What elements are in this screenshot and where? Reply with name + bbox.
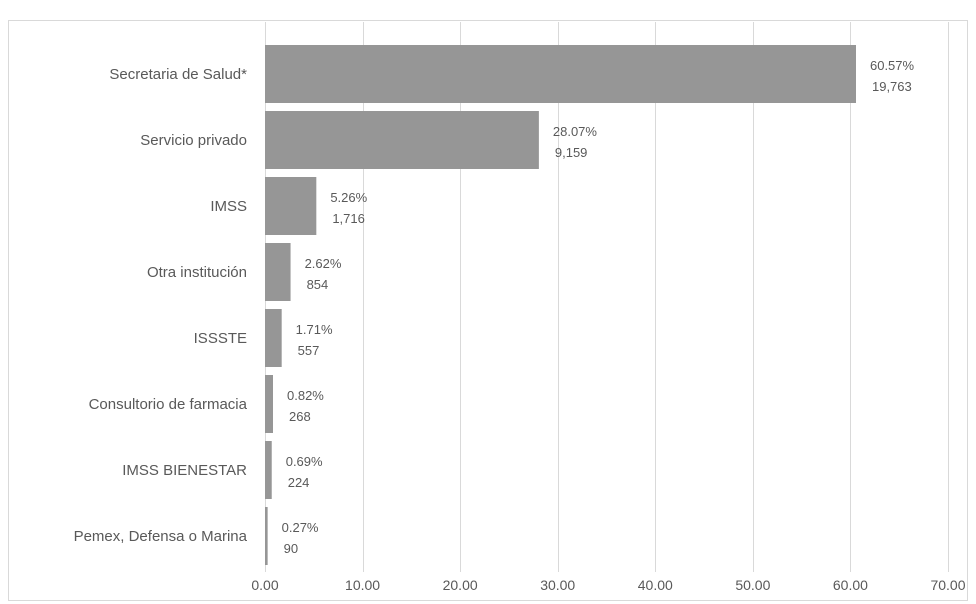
category-label: IMSS <box>210 198 247 215</box>
x-tick-label: 10.00 <box>345 577 380 593</box>
bar <box>265 177 317 235</box>
bar <box>265 375 274 433</box>
bar <box>265 309 282 367</box>
bar <box>265 45 856 103</box>
count-label: 854 <box>307 277 329 292</box>
count-label: 90 <box>284 541 298 556</box>
percent-label: 28.07% <box>553 124 598 139</box>
count-label: 1,716 <box>332 211 365 226</box>
percent-label: 0.27% <box>282 520 319 535</box>
count-label: 557 <box>298 343 320 358</box>
bar <box>265 441 272 499</box>
percent-label: 60.57% <box>870 58 915 73</box>
x-tick-label: 30.00 <box>540 577 575 593</box>
percent-label: 0.82% <box>287 388 324 403</box>
category-label: Consultorio de farmacia <box>89 396 248 413</box>
x-tick-label: 20.00 <box>443 577 478 593</box>
count-label: 224 <box>288 475 310 490</box>
category-label: Pemex, Defensa o Marina <box>74 528 248 545</box>
percent-label: 2.62% <box>305 256 342 271</box>
category-label: IMSS BIENESTAR <box>122 462 247 479</box>
count-label: 268 <box>289 409 311 424</box>
bar <box>265 111 539 169</box>
percent-label: 1.71% <box>296 322 333 337</box>
gridlines <box>265 22 949 572</box>
x-axis-ticks: 0.00 10.00 20.00 30.00 40.00 50.00 60.00 70.00 <box>251 577 965 593</box>
count-label: 19,763 <box>872 79 912 94</box>
category-labels: Secretaria de Salud* Servicio privado IMSS… <box>74 66 248 545</box>
count-label: 9,159 <box>555 145 588 160</box>
category-label: ISSSTE <box>194 330 247 347</box>
category-label: Otra institución <box>147 264 247 281</box>
x-tick-label: 70.00 <box>930 577 965 593</box>
x-tick-label: 60.00 <box>833 577 868 593</box>
x-tick-label: 0.00 <box>251 577 278 593</box>
percent-label: 0.69% <box>286 454 323 469</box>
bar <box>265 243 291 301</box>
category-label: Secretaria de Salud* <box>109 66 247 83</box>
bars <box>265 45 856 565</box>
data-labels: 60.57% 19,763 28.07% 9,159 5.26% 1,716 2.62% 85… <box>282 58 915 556</box>
category-label: Servicio privado <box>140 132 247 149</box>
bar <box>265 507 268 565</box>
x-tick-label: 50.00 <box>735 577 770 593</box>
x-tick-label: 40.00 <box>638 577 673 593</box>
chart-frame <box>8 20 968 601</box>
percent-label: 5.26% <box>330 190 367 205</box>
